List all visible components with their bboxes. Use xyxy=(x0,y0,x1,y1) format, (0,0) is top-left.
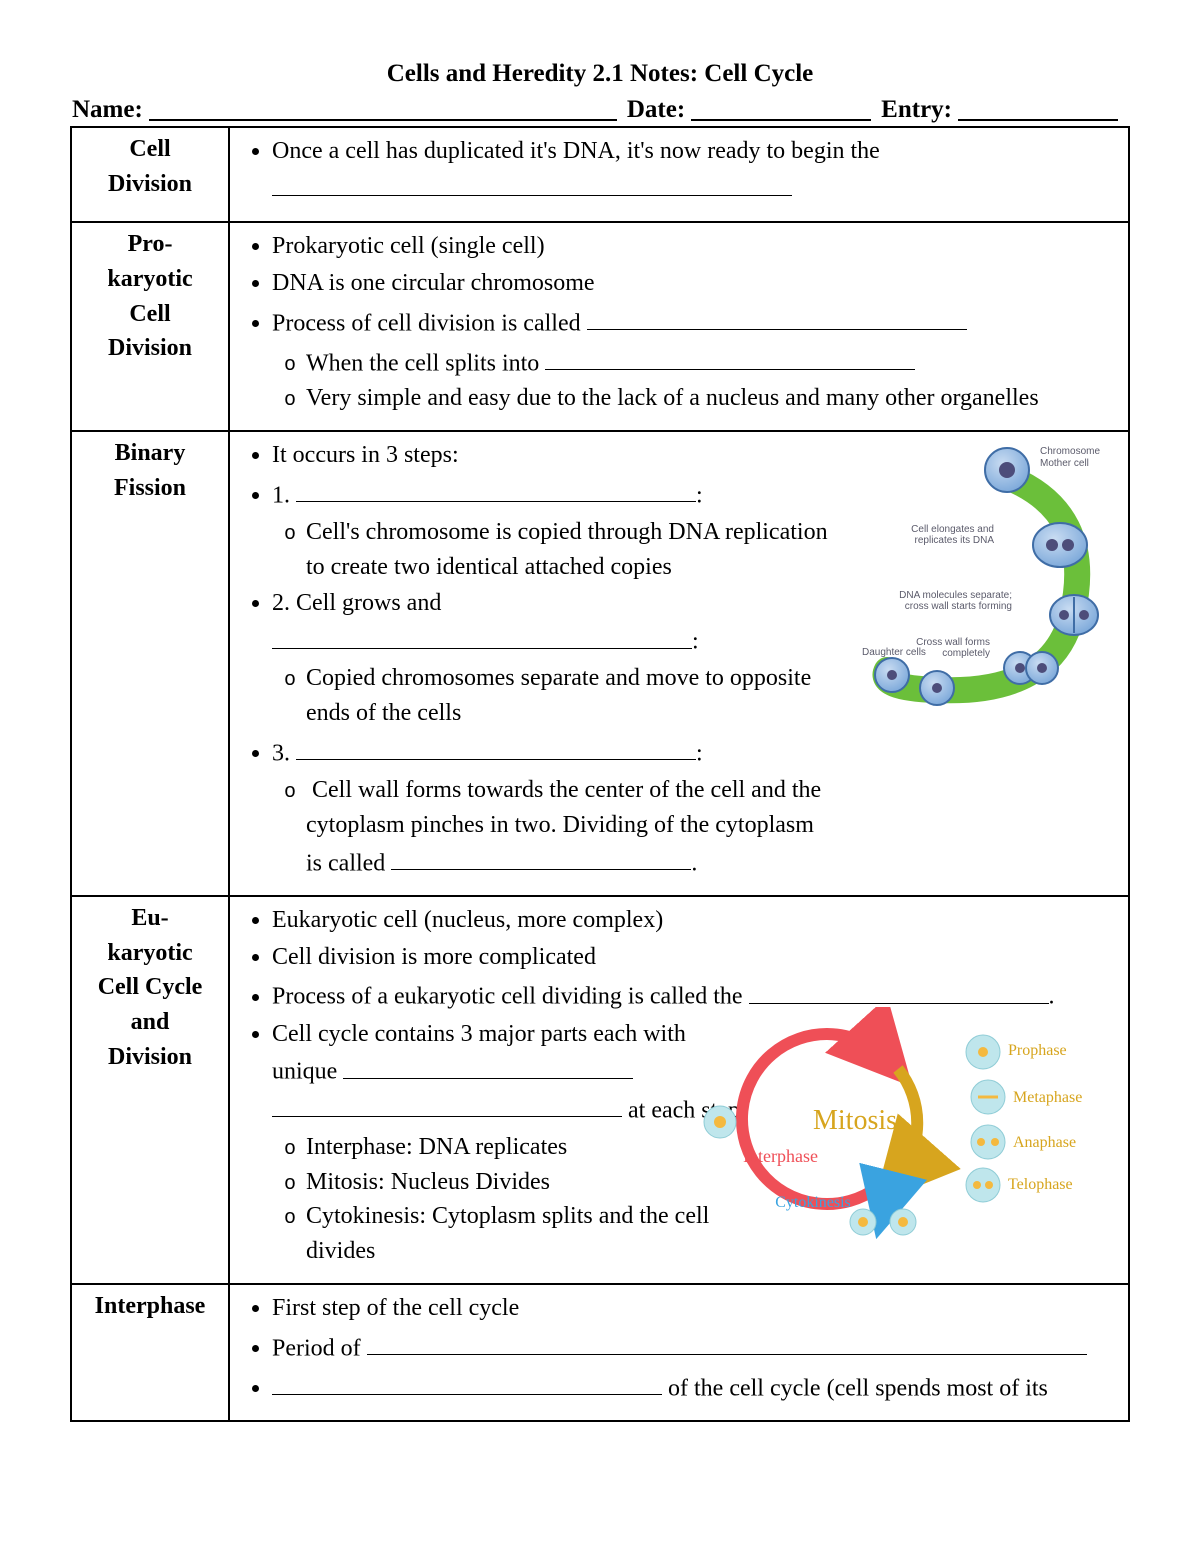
anaphase-label: Anaphase xyxy=(1013,1134,1076,1151)
list-item: 1. : Cell's chromosome is copied through… xyxy=(272,475,828,585)
row-label-prokaryotic: Pro- karyotic Cell Division xyxy=(71,222,229,431)
diagram-label: Mother cell xyxy=(1040,458,1089,469)
cycle-cell-icon xyxy=(704,1106,736,1138)
list-item: DNA is one circular chromosome xyxy=(272,266,1120,301)
fill-in-blank[interactable] xyxy=(545,343,915,370)
diagram-label: DNA molecules separate; xyxy=(899,590,1012,601)
cycle-cell-icon xyxy=(890,1209,916,1235)
phase-cell-icon xyxy=(971,1125,1005,1159)
diagram-label: completely xyxy=(942,648,990,659)
list-item: Eukaryotic cell (nucleus, more complex) xyxy=(272,903,1120,938)
date-label: Date: xyxy=(627,96,685,124)
list-item: of the cell cycle (cell spends most of i… xyxy=(272,1368,1120,1406)
mitosis-arc xyxy=(896,1069,917,1179)
list-item: It occurs in 3 steps: xyxy=(272,438,828,473)
table-row: Pro- karyotic Cell Division Prokaryotic … xyxy=(71,222,1129,431)
fill-in-blank[interactable] xyxy=(343,1051,633,1078)
list-item: Very simple and easy due to the lack of … xyxy=(306,381,1120,416)
fill-in-blank[interactable] xyxy=(749,976,1049,1003)
phase-cell-icon xyxy=(971,1080,1005,1114)
list-item: Process of cell division is called When … xyxy=(272,303,1120,416)
cytokinesis-arrow xyxy=(883,1192,888,1212)
row-content: Interphase Mitosis Cytokinesis Prophase … xyxy=(229,896,1129,1284)
list-item: Interphase: DNA replicates xyxy=(306,1130,752,1165)
telophase-label: Telophase xyxy=(1008,1176,1073,1193)
list-item: Copied chromosomes separate and move to … xyxy=(306,661,828,731)
diagram-label: Daughter cells xyxy=(862,647,926,658)
table-row: Cell Division Once a cell has duplicated… xyxy=(71,127,1129,222)
name-label: Name: xyxy=(72,96,143,124)
fill-in-blank[interactable] xyxy=(587,303,967,330)
diagram-label: replicates its DNA xyxy=(915,535,995,546)
row-content: Prokaryotic cell (single cell) DNA is on… xyxy=(229,222,1129,431)
list-item: When the cell splits into xyxy=(306,343,1120,381)
list-item: Cell wall forms towards the center of th… xyxy=(306,773,828,881)
elongating-cell-icon xyxy=(1033,523,1087,567)
fill-in-blank[interactable] xyxy=(272,1368,662,1395)
list-item: Period of xyxy=(272,1328,1120,1366)
table-row: Binary Fission xyxy=(71,431,1129,896)
list-item: Cell cycle contains 3 major parts each w… xyxy=(272,1017,752,1269)
mitosis-label: Mitosis xyxy=(813,1105,897,1136)
phase-cell-icon xyxy=(966,1035,1000,1069)
name-blank[interactable] xyxy=(149,118,617,121)
cycle-cell-icon xyxy=(850,1209,876,1235)
fill-in-blank[interactable] xyxy=(272,169,792,196)
notes-table: Cell Division Once a cell has duplicated… xyxy=(70,126,1130,1422)
metaphase-label: Metaphase xyxy=(1013,1089,1082,1106)
list-item: Once a cell has duplicated it's DNA, it'… xyxy=(272,134,1120,207)
cell-cycle-diagram: Interphase Mitosis Cytokinesis Prophase … xyxy=(688,1007,1118,1242)
table-row: Interphase First step of the cell cycle … xyxy=(71,1284,1129,1421)
row-label-binary-fission: Binary Fission xyxy=(71,431,229,896)
entry-label: Entry: xyxy=(881,96,952,124)
diagram-label: cross wall starts forming xyxy=(905,601,1012,612)
list-item: 2. Cell grows and : Copied chromosomes s… xyxy=(272,586,828,731)
separating-cell-icon xyxy=(1050,595,1098,635)
worksheet-page: Cells and Heredity 2.1 Notes: Cell Cycle… xyxy=(0,0,1200,1553)
list-item: Prokaryotic cell (single cell) xyxy=(272,229,1120,264)
crosswall-cell-icon xyxy=(1004,652,1058,684)
fill-in-blank[interactable] xyxy=(272,621,692,648)
diagram-label: Cross wall forms xyxy=(916,637,990,648)
list-item: Mitosis: Nucleus Divides xyxy=(306,1165,752,1200)
prophase-label: Prophase xyxy=(1008,1042,1067,1059)
diagram-label: Cell elongates and xyxy=(911,524,994,535)
table-row: Eu- karyotic Cell Cycle and Division xyxy=(71,896,1129,1284)
header-fields: Name: Date: Entry: xyxy=(70,96,1130,124)
date-blank[interactable] xyxy=(691,118,871,121)
row-content: Chromosome Mother cell Cell elongates an… xyxy=(229,431,1129,896)
row-content: First step of the cell cycle Period of o… xyxy=(229,1284,1129,1421)
list-item: First step of the cell cycle xyxy=(272,1291,1120,1326)
row-label-cell-division: Cell Division xyxy=(71,127,229,222)
fill-in-blank[interactable] xyxy=(272,1090,622,1117)
diagram-label: Chromosome xyxy=(1040,446,1100,457)
row-label-interphase: Interphase xyxy=(71,1284,229,1421)
row-content: Once a cell has duplicated it's DNA, it'… xyxy=(229,127,1129,222)
page-title: Cells and Heredity 2.1 Notes: Cell Cycle xyxy=(70,60,1130,88)
interphase-label: Interphase xyxy=(743,1146,818,1166)
list-item: 3. : Cell wall forms towards the center … xyxy=(272,733,828,881)
fill-in-blank[interactable] xyxy=(296,733,696,760)
row-label-eukaryotic: Eu- karyotic Cell Cycle and Division xyxy=(71,896,229,1284)
fill-in-blank[interactable] xyxy=(391,843,691,870)
list-item: Cytokinesis: Cytoplasm splits and the ce… xyxy=(306,1199,752,1269)
cytokinesis-label: Cytokinesis xyxy=(775,1194,851,1211)
fill-in-blank[interactable] xyxy=(296,475,696,502)
list-item: Cell division is more complicated xyxy=(272,940,1120,975)
fill-in-blank[interactable] xyxy=(367,1328,1087,1355)
binary-fission-diagram: Chromosome Mother cell Cell elongates an… xyxy=(812,440,1122,710)
mother-cell-icon xyxy=(985,448,1029,492)
entry-blank[interactable] xyxy=(958,118,1118,121)
phase-cell-icon xyxy=(966,1168,1000,1202)
list-item: Cell's chromosome is copied through DNA … xyxy=(306,515,828,585)
